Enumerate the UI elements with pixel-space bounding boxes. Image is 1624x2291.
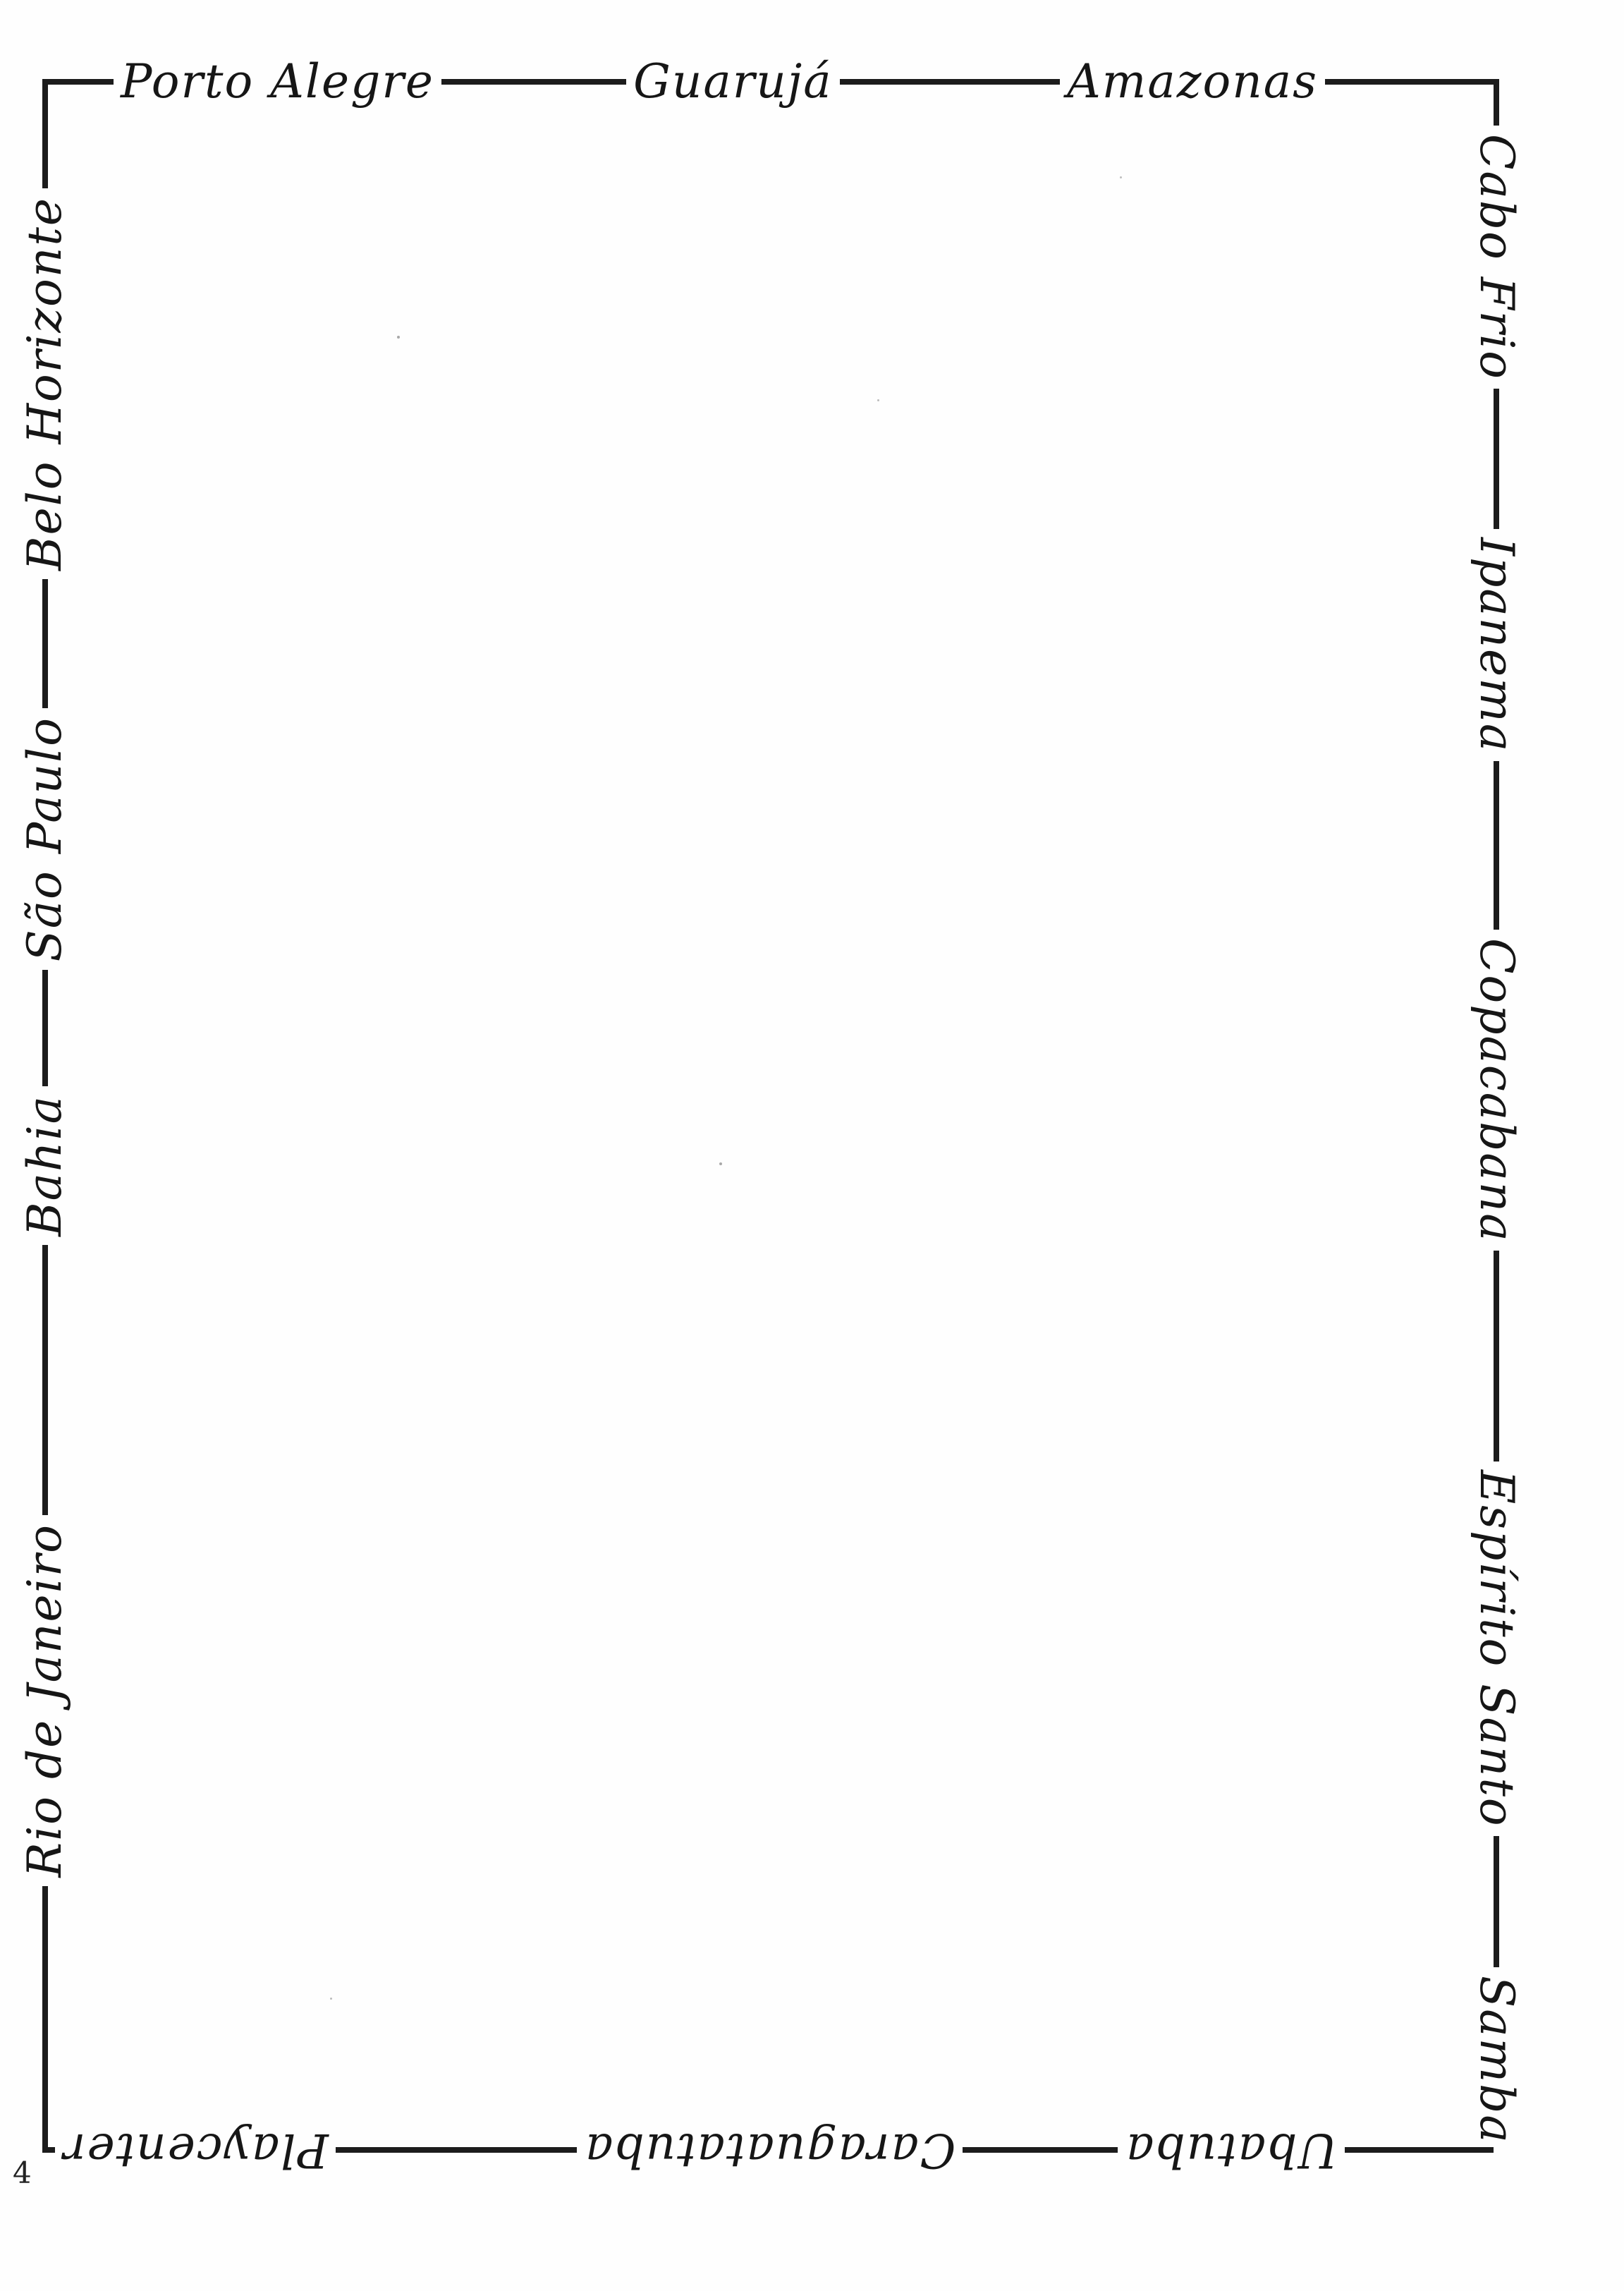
border-label-espirito-santo: Espírito Santo bbox=[1470, 1470, 1524, 1828]
page-number: 4 bbox=[13, 2156, 32, 2190]
border-label-belo-horizonte: Belo Horizonte bbox=[18, 197, 72, 571]
border-line-segment bbox=[963, 2147, 1118, 2153]
border-label-samba: Samba bbox=[1470, 1976, 1524, 2144]
border-label-bahia: Bahia bbox=[18, 1095, 72, 1237]
border-line-segment bbox=[1494, 389, 1499, 530]
border-label-ubatuba: Ubatuba bbox=[1125, 2123, 1338, 2177]
border-label-copacabana: Copacabana bbox=[1470, 937, 1524, 1243]
border-label-playcenter: Playcenter bbox=[62, 2123, 329, 2177]
border-label-guaruja: Guarujá bbox=[633, 54, 833, 109]
border-line-segment bbox=[1494, 79, 1499, 126]
border-label-sao-paulo: São Paulo bbox=[18, 716, 72, 962]
border-label-caraguatatuba: Caraguatatuba bbox=[583, 2123, 956, 2177]
border-label-porto-alegre: Porto Alegre bbox=[121, 54, 434, 109]
border-label-rio-de-janeiro: Rio de Janeiro bbox=[18, 1523, 72, 1878]
border-line-segment bbox=[1494, 761, 1499, 930]
border-line-segment bbox=[42, 970, 48, 1087]
border-line-segment bbox=[1494, 1835, 1499, 1968]
border-right-edge: Cabo Frio Ipanema Copacabana Espírito Sa… bbox=[1463, 79, 1530, 2153]
border-line-segment bbox=[335, 2147, 577, 2153]
border-line-segment bbox=[1324, 79, 1499, 85]
border-label-ipanema: Ipanema bbox=[1470, 537, 1524, 753]
border-label-cabo-frio: Cabo Frio bbox=[1470, 134, 1524, 380]
border-line-segment bbox=[839, 79, 1061, 85]
border-line-segment bbox=[42, 578, 48, 708]
border-line-segment bbox=[441, 79, 627, 85]
border-label-amazonas: Amazonas bbox=[1067, 54, 1318, 109]
border-top-edge: Porto Alegre Guarujá Amazonas bbox=[47, 49, 1499, 114]
border-line-segment bbox=[47, 79, 114, 85]
border-line-segment bbox=[42, 79, 48, 188]
scan-speckle bbox=[1120, 176, 1122, 178]
scan-speckle bbox=[877, 399, 879, 401]
border-line-segment bbox=[42, 1885, 48, 2153]
scan-speckle bbox=[397, 336, 400, 339]
border-bottom-edge: Playcenter Caraguatatuba Ubatuba bbox=[47, 2117, 1494, 2182]
border-left-edge: Belo Horizonte São Paulo Bahia Rio de Ja… bbox=[11, 79, 79, 2153]
border-line-segment bbox=[1494, 1251, 1499, 1462]
border-line-segment bbox=[1345, 2147, 1494, 2153]
scan-speckle bbox=[719, 1162, 722, 1165]
border-line-segment bbox=[42, 1245, 48, 1515]
border-line-segment bbox=[47, 2147, 55, 2153]
scan-speckle bbox=[330, 1998, 332, 2000]
